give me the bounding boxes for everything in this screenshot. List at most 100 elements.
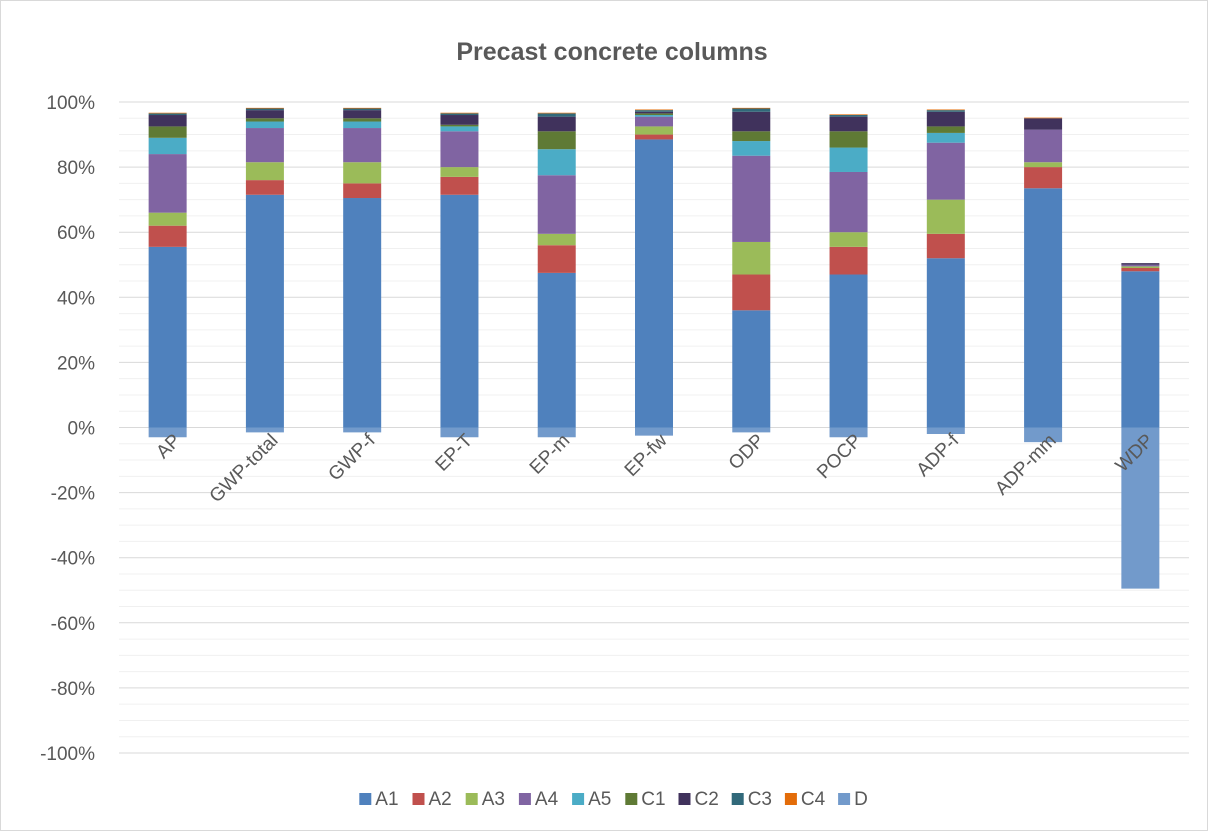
bar-segment-c4 xyxy=(732,107,771,109)
bar-segment-a1 xyxy=(1121,271,1160,428)
legend-label: C2 xyxy=(695,789,719,810)
y-tick-label: -60% xyxy=(51,614,95,635)
bar-segment-c4 xyxy=(926,109,965,111)
bar-segment-a3 xyxy=(245,162,284,181)
bar-segment-a5 xyxy=(926,132,965,143)
bar-segment-a1 xyxy=(148,246,187,428)
bar-segment-a1 xyxy=(343,198,382,428)
bar-segment-a4 xyxy=(343,128,382,163)
x-tick-label: GWP-total xyxy=(206,430,283,507)
bar-segment-c1 xyxy=(343,118,382,122)
legend-label: A1 xyxy=(375,789,398,810)
bar-segment-a4 xyxy=(829,171,868,233)
bar-segment-c3 xyxy=(440,113,479,116)
bar-segment-d xyxy=(1121,427,1160,589)
bar-segment-c1 xyxy=(537,131,576,150)
bar-segment-a5 xyxy=(829,147,868,172)
legend-label: A3 xyxy=(482,789,505,810)
bar-segment-a5 xyxy=(440,126,479,132)
bar-segment-a2 xyxy=(1024,167,1063,189)
y-axis-ticks: -100% -80% -60% -40% -20% 0% 20% 40% 60% 80% 100% xyxy=(40,93,95,765)
y-tick-label: 60% xyxy=(57,223,95,244)
bar-segment-a4 xyxy=(926,142,965,200)
x-tick-label: GWP-f xyxy=(325,430,381,486)
bar-segment-a4 xyxy=(537,175,576,234)
y-tick-label: -40% xyxy=(51,549,95,570)
x-tick-label: ADP-f xyxy=(913,430,964,481)
bar-segment-a3 xyxy=(537,233,576,246)
bar-segment-c1 xyxy=(732,131,771,142)
bar-segment-a5 xyxy=(343,121,382,129)
bar-segment-c4 xyxy=(148,112,187,114)
y-tick-label: -100% xyxy=(40,744,95,765)
bar-segment-d xyxy=(1024,427,1063,443)
legend-swatch-c2 xyxy=(678,793,691,805)
bar-segment-d xyxy=(926,427,965,435)
bar-segment-c3 xyxy=(635,110,673,112)
bar-segment-a2 xyxy=(635,134,673,140)
bar-segment-d xyxy=(440,427,479,438)
bar-segment-a3 xyxy=(440,167,479,177)
bar-segment-a4 xyxy=(440,131,479,168)
legend-label: C1 xyxy=(641,789,665,810)
bar-segment-a3 xyxy=(926,199,965,234)
legend-swatch-c3 xyxy=(731,793,744,805)
bar-segment-c2 xyxy=(926,111,965,127)
bar-segment-a2 xyxy=(1121,268,1160,272)
bar-segment-d xyxy=(635,427,673,436)
bar-segment-c3 xyxy=(732,108,771,112)
legend-swatch-a4 xyxy=(518,793,531,805)
bar-segment-a4 xyxy=(245,128,284,163)
bar-segment-a2 xyxy=(245,180,284,195)
x-axis-ticks: AP GWP-total GWP-f EP-T EP-m EP-fw ODP POCP ADP-… xyxy=(152,430,1158,507)
bar-segment-a5 xyxy=(537,149,576,176)
bar-segment-a1 xyxy=(829,274,868,428)
bar-segment-a4 xyxy=(148,154,187,213)
bar-segment-d xyxy=(343,427,382,433)
bar-segment-c4 xyxy=(1024,117,1063,119)
bar-segment-c3 xyxy=(343,108,382,111)
bar-segment-a4 xyxy=(635,116,673,127)
chart-title: Precast concrete columns xyxy=(456,38,767,66)
bar-segment-a2 xyxy=(829,246,868,275)
bar-segment-c1 xyxy=(148,126,187,138)
y-tick-label: 40% xyxy=(57,288,95,309)
legend-swatch-a3 xyxy=(465,793,478,805)
x-tick-label: ODP xyxy=(725,430,769,474)
bar-segment-a4 xyxy=(1121,264,1160,267)
bar-segment-c3 xyxy=(245,108,284,111)
legend-swatch-d xyxy=(838,793,851,805)
bar-segment-a1 xyxy=(245,194,284,428)
bar-segment-a3 xyxy=(148,212,187,226)
y-tick-label: 100% xyxy=(46,93,95,114)
bar-segment-c3 xyxy=(829,115,868,117)
bar-segment-a2 xyxy=(732,274,771,311)
bar-segment-c1 xyxy=(635,113,673,116)
bar-segment-c2 xyxy=(635,111,673,114)
bar-segment-a2 xyxy=(537,245,576,273)
bar-segment-d xyxy=(537,427,576,438)
bar-segment-c1 xyxy=(829,131,868,148)
bar-segment-a3 xyxy=(1024,162,1063,168)
bar-segment-a1 xyxy=(926,258,965,428)
bar-segment-a1 xyxy=(440,194,479,428)
bar-segment-c2 xyxy=(1121,263,1160,265)
bar-segment-a5 xyxy=(245,121,284,129)
y-tick-label: 0% xyxy=(68,419,96,440)
x-tick-label: EP-fw xyxy=(621,430,672,481)
bar-segment-c1 xyxy=(440,124,479,127)
bar-segment-c4 xyxy=(829,114,868,116)
bar-segment-a1 xyxy=(635,139,673,428)
bars xyxy=(148,107,1160,589)
y-tick-label: 20% xyxy=(57,353,95,374)
bar-segment-c2 xyxy=(829,116,868,132)
bar-segment-c2 xyxy=(537,116,576,132)
legend: A1 A2 A3 A4 A5 C1 C2 C3 C4 D xyxy=(359,789,868,810)
legend-label: C3 xyxy=(748,789,772,810)
y-tick-label: -20% xyxy=(51,484,95,505)
bar-segment-a1 xyxy=(732,310,771,428)
bar-segment-c2 xyxy=(440,115,479,125)
bar-segment-a5 xyxy=(148,137,187,155)
legend-swatch-c1 xyxy=(625,793,638,805)
